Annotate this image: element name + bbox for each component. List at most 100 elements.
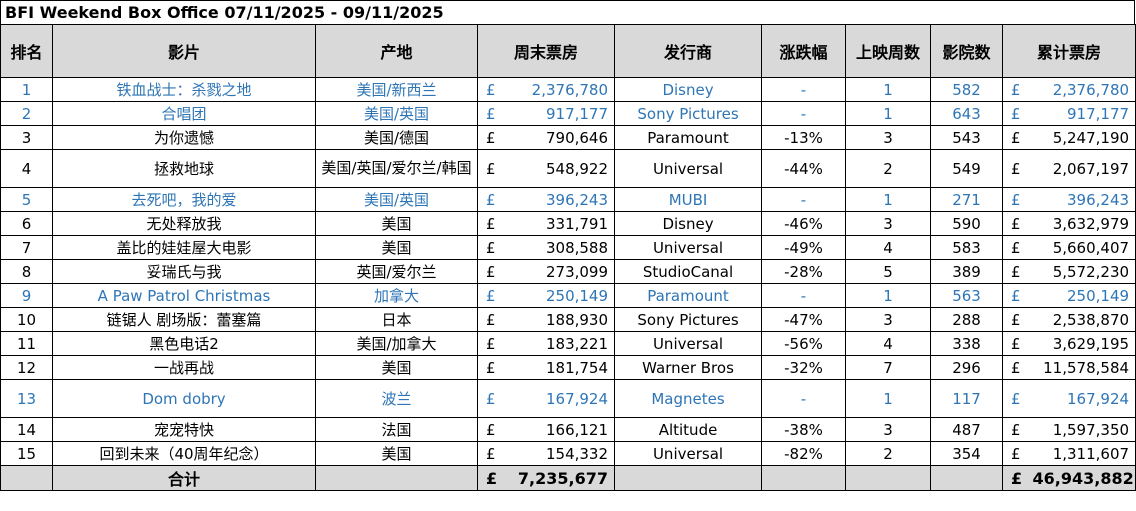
cell-total-gross: 5,247,190 xyxy=(1032,125,1136,150)
cell-weeks: 2 xyxy=(845,441,932,466)
table-row: 2 合唱团 美国/英国 £917,177 Sony Pictures -1 643 £917,… xyxy=(0,101,1136,126)
currency-symbol: £ xyxy=(477,101,508,126)
cell-cinemas: 117 xyxy=(930,379,1004,418)
currency-symbol: £ xyxy=(477,125,508,150)
cell-distributor: Universal xyxy=(614,149,763,188)
cell-rank: 12 xyxy=(0,355,53,380)
table-row: 6 无处释放我 美国 £331,791 Disney -46% 3 590 £3,632,979 xyxy=(0,211,1136,236)
table-row: 3 为你遗憾 美国/德国 £790,646 Paramount -13% 3 543 £5,24… xyxy=(0,125,1136,150)
cell-film: 铁血战士：杀戮之地 xyxy=(52,77,316,102)
cell-change: -44% xyxy=(761,149,847,188)
cell-rank: 14 xyxy=(0,417,53,442)
currency-symbol: £ xyxy=(477,307,508,332)
cell-weeks: 5 xyxy=(845,259,932,284)
cell-weeks: 2 xyxy=(845,149,932,188)
cell-weeks: 7 xyxy=(845,355,932,380)
table-row: 15 回到未来（40周年纪念） 美国 £154,332 Universal -82% 2 35… xyxy=(0,441,1136,466)
cell-weeks: 3 xyxy=(845,307,932,332)
cell-origin: 日本 xyxy=(315,307,478,332)
cell-rank: 11 xyxy=(0,331,53,356)
cell-weekend-gross: 181,754 xyxy=(507,355,616,380)
cell-weeks: 1 xyxy=(845,101,932,126)
cell-total-gross: 2,067,197 xyxy=(1032,149,1136,188)
cell-weeks: 4 xyxy=(845,235,932,260)
cell-distributor: Sony Pictures xyxy=(614,307,763,332)
cell-weekend-gross: 917,177 xyxy=(507,101,616,126)
cell-total-gross: 3,632,979 xyxy=(1032,211,1136,236)
cell-change: -47% xyxy=(761,307,847,332)
cell-rank: 2 xyxy=(0,101,53,126)
currency-symbol: £ xyxy=(1002,149,1033,188)
currency-symbol: £ xyxy=(1002,441,1033,466)
currency-symbol: £ xyxy=(477,235,508,260)
cell-weekend-gross: 396,243 xyxy=(507,187,616,212)
cell-weeks: 1 xyxy=(845,77,932,102)
cell-weekend-gross: 154,332 xyxy=(507,441,616,466)
table-row: 11 黑色电话2 美国/加拿大 £183,221 Universal -56% 4 338 £3… xyxy=(0,331,1136,356)
table-row: 4 拯救地球 美国/英国/爱尔兰/韩国 £548,922 Universal -44% 2 5… xyxy=(0,149,1136,188)
cell-film: 妥瑞氏与我 xyxy=(52,259,316,284)
header-rank: 排名 xyxy=(0,24,53,78)
cell-film: 一战再战 xyxy=(52,355,316,380)
cell-film: A Paw Patrol Christmas xyxy=(52,283,316,308)
currency-symbol: £ xyxy=(477,283,508,308)
cell-distributor: Paramount xyxy=(614,283,763,308)
cell-rank: 6 xyxy=(0,211,53,236)
header-origin: 产地 xyxy=(315,24,478,78)
cell-total-gross: 2,376,780 xyxy=(1032,77,1136,102)
currency-symbol: £ xyxy=(1002,77,1033,102)
currency-symbol: £ xyxy=(1002,235,1033,260)
cell-cinemas: 590 xyxy=(930,211,1004,236)
cell-weeks: 3 xyxy=(845,125,932,150)
currency-symbol: £ xyxy=(477,187,508,212)
cell-total-gross: 3,629,195 xyxy=(1032,331,1136,356)
currency-symbol: £ xyxy=(1002,283,1033,308)
cell-rank: 1 xyxy=(0,77,53,102)
cell-weekend-gross: 790,646 xyxy=(507,125,616,150)
cell-total-gross: 11,578,584 xyxy=(1032,355,1136,380)
cell-cinemas: 487 xyxy=(930,417,1004,442)
cell-total-gross: 1,597,350 xyxy=(1032,417,1136,442)
currency-symbol: £ xyxy=(1002,417,1033,442)
cell-origin: 美国 xyxy=(315,441,478,466)
cell-origin: 美国/德国 xyxy=(315,125,478,150)
cell-change: - xyxy=(761,77,847,102)
cell-film: 无处释放我 xyxy=(52,211,316,236)
header-weekend-gross: 周末票房 xyxy=(476,24,616,78)
currency-symbol: £ xyxy=(477,149,508,188)
cell-weekend-gross: 308,588 xyxy=(507,235,616,260)
cell-cinemas: 563 xyxy=(930,283,1004,308)
cell-change: -38% xyxy=(761,417,847,442)
header-film: 影片 xyxy=(52,24,316,78)
cell-cinemas: 389 xyxy=(930,259,1004,284)
cell-distributor: Warner Bros xyxy=(614,355,763,380)
cell-film: 为你遗憾 xyxy=(52,125,316,150)
cell-rank: 10 xyxy=(0,307,53,332)
cell-cinemas: 583 xyxy=(930,235,1004,260)
table-row: 13 Dom dobry 波兰 £167,924 Magnetes -1 117 £167,9… xyxy=(0,379,1136,418)
cell-total-gross: 167,924 xyxy=(1032,379,1136,418)
table-row: 10 链锯人 剧场版：蕾塞篇 日本 £188,930 Sony Pictures -47%… xyxy=(0,307,1136,332)
currency-symbol: £ xyxy=(1002,259,1033,284)
cell-weekend-gross: 167,924 xyxy=(507,379,616,418)
cell-change: -49% xyxy=(761,235,847,260)
table-row: 12 一战再战 美国 £181,754 Warner Bros -32% 7 296 £11,5… xyxy=(0,355,1136,380)
table-row: 14 宠宠特快 法国 £166,121 Altitude -38% 3 487 £1,597,3… xyxy=(0,417,1136,442)
cell-change: - xyxy=(761,379,847,418)
cell-change: - xyxy=(761,187,847,212)
cell-change: -13% xyxy=(761,125,847,150)
cell-film: 回到未来（40周年纪念） xyxy=(52,441,316,466)
cell-change: -82% xyxy=(761,441,847,466)
cell-weekend-gross: 183,221 xyxy=(507,331,616,356)
currency-symbol: £ xyxy=(1002,465,1033,491)
currency-symbol: £ xyxy=(1002,101,1033,126)
header-distributor: 发行商 xyxy=(614,24,763,78)
header-change: 涨跌幅 xyxy=(761,24,847,78)
currency-symbol: £ xyxy=(477,441,508,466)
cell-total-gross: 917,177 xyxy=(1032,101,1136,126)
cell-cinemas: 288 xyxy=(930,307,1004,332)
cell-weekend-gross: 188,930 xyxy=(507,307,616,332)
currency-symbol: £ xyxy=(477,331,508,356)
cell-origin: 美国 xyxy=(315,355,478,380)
